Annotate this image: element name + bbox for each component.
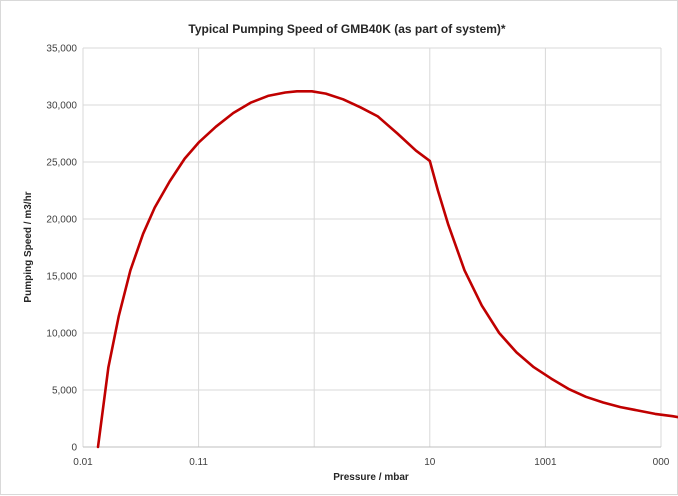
y-axis-ticks: 0 5,000 10,000 15,000 20,000 25,000 30,000 35,0… — [46, 44, 77, 454]
gridlines — [82, 47, 662, 448]
y-tick-label: 20,000 — [46, 215, 77, 226]
pumping-speed-line — [96, 90, 678, 449]
y-tick-label: 15,000 — [46, 272, 77, 283]
x-tick-label: 1001 — [534, 457, 557, 468]
x-tick-label: 0.01 — [73, 457, 93, 468]
y-axis-title: Pumping Speed / m3/hr — [23, 191, 34, 302]
y-tick-label: 5,000 — [52, 386, 77, 397]
x-tick-label: 10 — [424, 457, 436, 468]
chart-title: Typical Pumping Speed of GMB40K (as part… — [188, 22, 506, 36]
y-tick-label: 10,000 — [46, 329, 77, 340]
x-tick-label: 000 — [653, 457, 670, 468]
y-tick-label: 30,000 — [46, 101, 77, 112]
y-tick-label: 0 — [71, 443, 77, 454]
series-layer — [96, 90, 678, 449]
y-tick-label: 35,000 — [46, 44, 77, 55]
x-tick-label: 0.11 — [189, 457, 208, 468]
y-tick-label: 25,000 — [46, 158, 77, 169]
x-axis-title: Pressure / mbar — [333, 472, 409, 483]
x-axis-ticks: 0.01 0.11 10 1001 000 — [73, 457, 670, 468]
